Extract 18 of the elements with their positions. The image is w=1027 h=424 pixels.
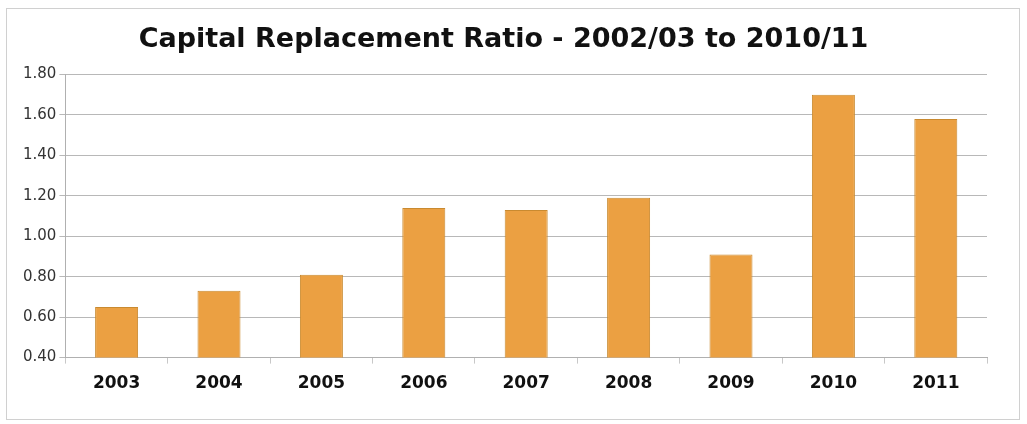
y-tick-label: 1.60	[22, 104, 57, 123]
y-tick-label: 1.00	[22, 226, 57, 245]
y-tick-label: 1.40	[22, 145, 57, 164]
y-tick-label: 0.80	[22, 266, 57, 285]
x-tick-label: 2008	[604, 372, 653, 393]
y-tick-label: 0.40	[22, 347, 57, 366]
chart-title: Capital Replacement Ratio - 2002/03 to 2010/11	[138, 22, 869, 54]
x-tick-label: 2010	[809, 372, 858, 393]
y-tick-label: 1.20	[22, 185, 57, 204]
x-tick-label: 2007	[502, 372, 550, 393]
y-tick-label: 0.60	[22, 307, 57, 326]
x-tick-label: 2003	[92, 372, 141, 393]
x-tick-label: 2004	[195, 372, 243, 393]
y-tick-label: 1.80	[22, 64, 57, 83]
x-tick-label: 2011	[912, 372, 960, 393]
x-tick-label: 2009	[707, 372, 755, 393]
x-tick-label: 2005	[297, 372, 346, 393]
x-tick-label: 2006	[400, 372, 448, 393]
